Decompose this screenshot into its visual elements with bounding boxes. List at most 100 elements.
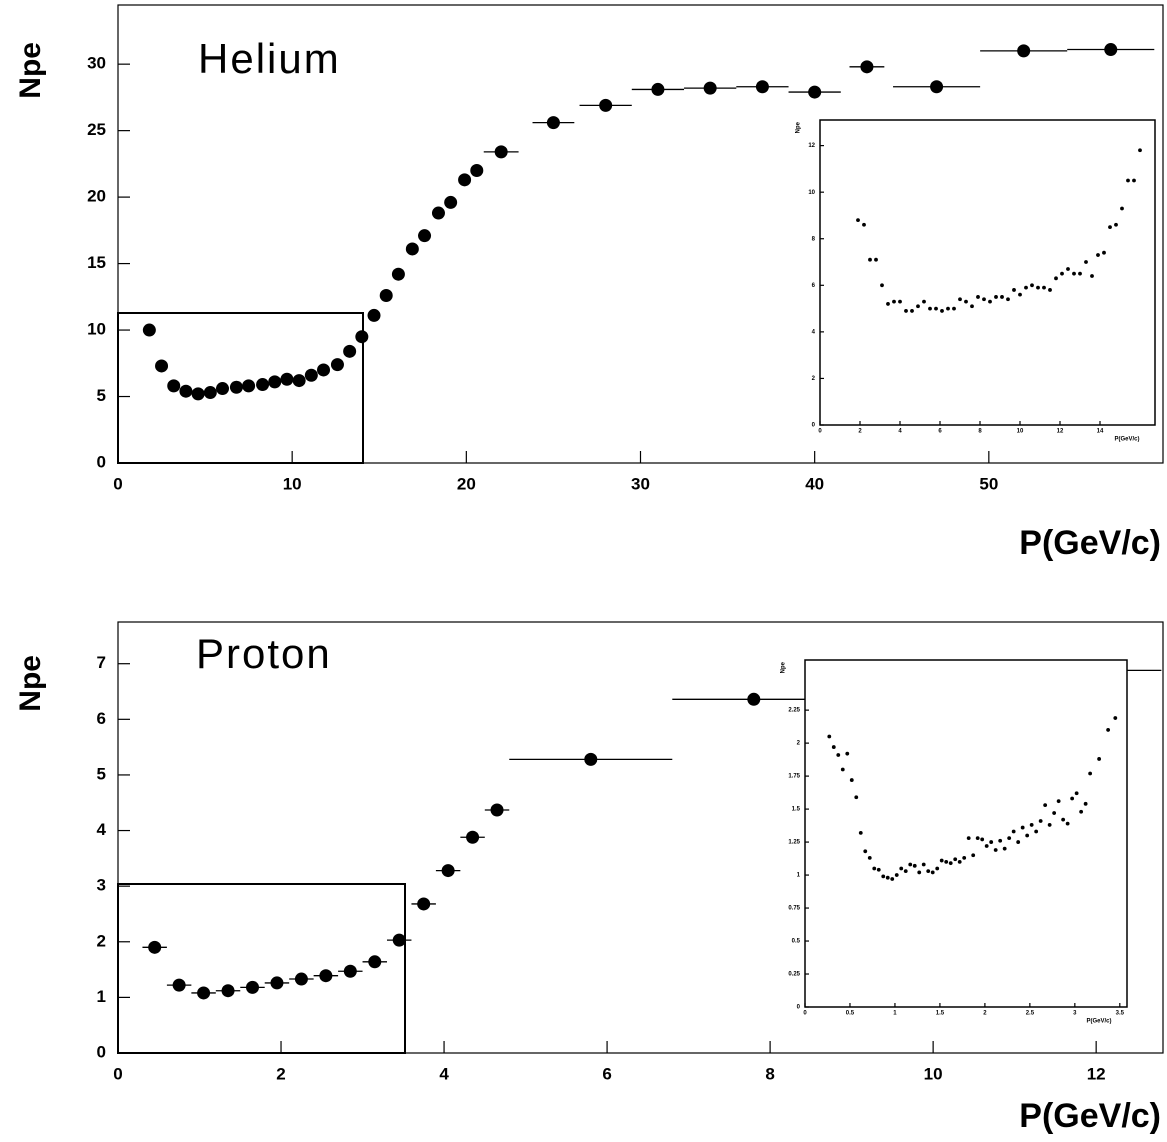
plot-frame — [117, 621, 1164, 1054]
data-point — [1120, 206, 1124, 211]
y-tick-label: 12 — [808, 143, 815, 149]
x-tick-label: 1.5 — [936, 1011, 945, 1017]
data-point — [1006, 297, 1010, 302]
y-tick-label: 0 — [97, 452, 106, 471]
y-tick-label: 2 — [812, 376, 816, 382]
data-point — [966, 836, 971, 841]
data-point — [916, 304, 920, 309]
data-point — [203, 386, 217, 400]
y-tick-label: 0.25 — [788, 972, 800, 978]
data-point — [1029, 823, 1034, 827]
y-tick-label: 4 — [97, 820, 107, 839]
x-axis-label: P(GeV/c) — [1019, 524, 1161, 562]
data-point — [867, 856, 872, 860]
x-tick-label: 14 — [1097, 429, 1104, 435]
y-tick-label: 2.25 — [788, 708, 800, 714]
data-point — [964, 299, 968, 304]
data-point — [599, 98, 613, 112]
data-point — [270, 976, 284, 990]
x-tick-label: 20 — [457, 474, 476, 493]
y-axis-label: Npe — [14, 655, 47, 712]
x-tick-label: 10 — [1017, 429, 1024, 435]
inset-y-label: Npe — [781, 661, 787, 673]
data-point — [703, 81, 717, 95]
x-tick-label: 8 — [978, 429, 982, 435]
data-point — [379, 288, 393, 302]
data-point — [976, 295, 980, 299]
data-point — [1016, 840, 1021, 844]
x-tick-label: 2 — [983, 1011, 987, 1017]
data-point — [1007, 836, 1012, 841]
data-point — [304, 368, 318, 382]
data-point — [881, 874, 886, 879]
x-tick-label: 6 — [938, 429, 942, 435]
y-tick-label: 5 — [97, 386, 106, 405]
data-point — [1060, 271, 1064, 276]
y-tick-label: 25 — [87, 120, 106, 139]
annotation: Proton — [196, 630, 332, 677]
x-tick-label: 0 — [803, 1011, 807, 1017]
x-tick-label: 40 — [805, 474, 824, 493]
data-point — [1048, 288, 1052, 292]
x-tick-label: 8 — [765, 1064, 774, 1083]
y-tick-label: 5 — [97, 764, 106, 783]
data-point — [930, 80, 944, 94]
data-point — [319, 969, 333, 983]
y-tick-label: 1.75 — [788, 774, 800, 780]
data-point — [148, 940, 162, 954]
data-point — [856, 218, 860, 223]
data-point — [934, 306, 938, 311]
data-point — [179, 384, 193, 398]
data-point — [343, 964, 357, 978]
data-point — [970, 304, 974, 309]
data-point — [216, 382, 229, 396]
data-point — [317, 363, 331, 377]
x-tick-label: 2 — [276, 1064, 285, 1083]
y-tick-label: 1 — [97, 987, 106, 1006]
data-point — [908, 862, 913, 867]
data-point — [946, 306, 950, 311]
data-point — [1012, 288, 1016, 292]
data-point — [391, 267, 405, 281]
data-point — [948, 861, 953, 866]
y-axis-label: Npe — [14, 42, 47, 99]
inset-x-label: P(GeV/c) — [1114, 437, 1139, 443]
data-point — [958, 297, 962, 302]
y-tick-label: 1 — [797, 873, 801, 879]
data-point — [1114, 222, 1118, 227]
data-point — [1088, 771, 1093, 776]
data-point — [808, 85, 822, 99]
y-tick-label: 30 — [87, 54, 106, 73]
data-point — [858, 830, 863, 835]
data-point — [862, 222, 866, 227]
data-point — [466, 830, 480, 844]
data-point — [898, 299, 902, 304]
data-point — [1047, 823, 1052, 827]
data-point — [1011, 829, 1016, 834]
data-point — [831, 745, 836, 749]
data-point — [863, 849, 868, 854]
data-point — [494, 145, 508, 159]
data-point — [191, 387, 205, 401]
data-point — [155, 359, 169, 373]
data-point — [880, 283, 884, 288]
data-point — [343, 344, 357, 358]
data-point — [1102, 250, 1106, 255]
data-point — [922, 299, 926, 304]
data-point — [971, 853, 976, 858]
data-point — [167, 379, 181, 393]
data-point — [245, 980, 259, 994]
data-point — [840, 767, 845, 772]
data-point — [854, 795, 859, 800]
data-point — [1034, 829, 1039, 834]
y-tick-label: 10 — [808, 190, 815, 196]
data-point — [755, 80, 769, 94]
data-point — [197, 986, 211, 1000]
y-tick-label: 1.5 — [792, 807, 801, 813]
x-tick-label: 0.5 — [846, 1011, 855, 1017]
data-point — [952, 306, 956, 311]
data-point — [894, 873, 899, 877]
data-point — [982, 297, 986, 302]
data-point — [904, 309, 908, 313]
data-point — [917, 870, 922, 875]
